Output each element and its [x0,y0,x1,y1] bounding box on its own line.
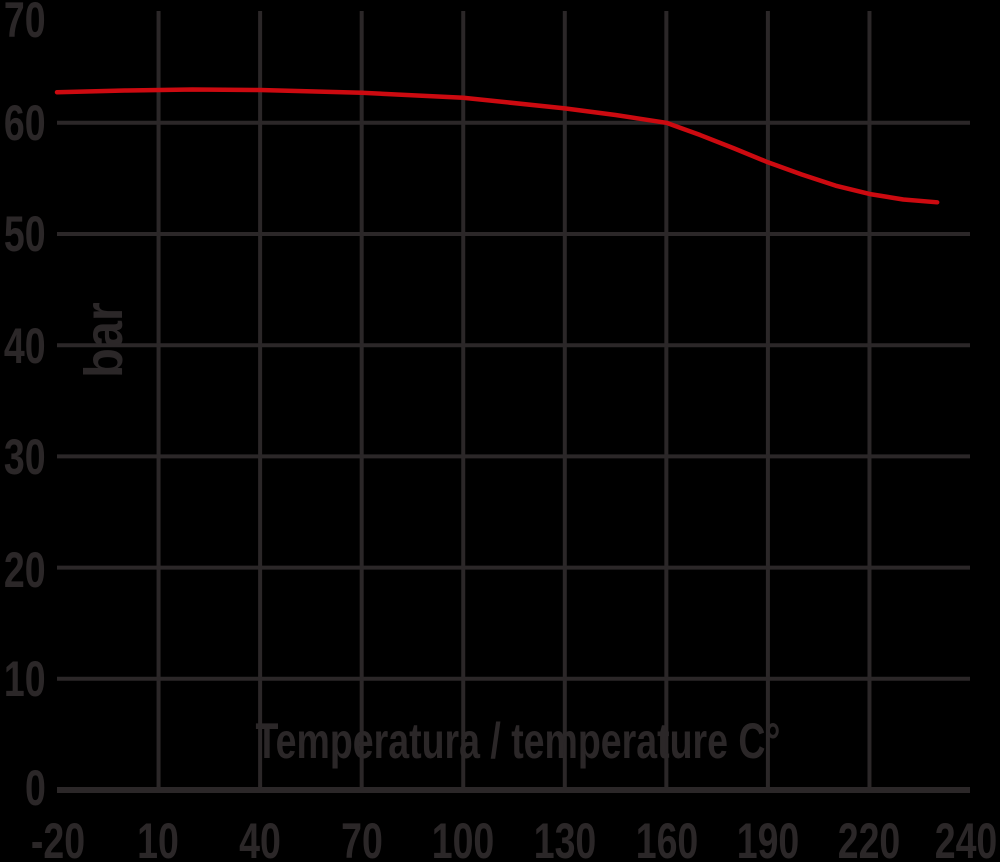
y-tick-20: 20 [4,542,46,598]
y-tick-50: 50 [4,206,46,262]
x-tick-220: 220 [837,813,901,862]
x-tick-70: 70 [341,813,383,862]
x-tick-130: 130 [533,813,597,862]
x-tick-240: 240 [934,813,998,862]
y-tick-30: 30 [4,429,46,485]
y-tick-0: 0 [25,760,46,816]
x-tick-190: 190 [736,813,800,862]
y-tick-40: 40 [4,318,46,374]
x-tick-100: 100 [431,813,495,862]
x-axis-title: Temperatura / temperature C° [255,713,781,769]
y-tick-70: 70 [4,0,46,48]
x-tick-10: 10 [137,813,179,862]
y-tick-10: 10 [4,651,46,707]
x-tick-160: 160 [635,813,699,862]
y-tick-60: 60 [4,95,46,151]
y-axis-title: bar [74,302,134,378]
x-tick-40: 40 [239,813,281,862]
x-tick--20: -20 [30,813,86,862]
